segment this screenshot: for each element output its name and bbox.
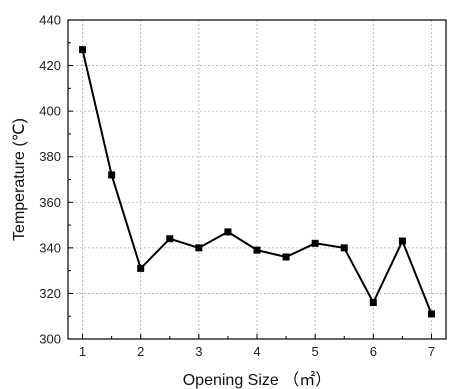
- data-point: [399, 238, 406, 245]
- data-point: [137, 265, 144, 272]
- data-point: [108, 171, 115, 178]
- y-tick-label: 380: [39, 149, 61, 164]
- data-point: [79, 46, 86, 53]
- y-axis-title: Temperature (℃): [11, 118, 28, 241]
- y-tick-label: 300: [39, 332, 61, 347]
- y-tick-label: 360: [39, 195, 61, 210]
- data-point: [341, 244, 348, 251]
- data-point: [283, 253, 290, 260]
- x-tick-label: 6: [370, 344, 377, 359]
- axis-ticks: 300 320 340 360 380 400 420 440 1 2 3 4 5 6 7: [39, 13, 435, 360]
- grid-lines: [68, 20, 446, 339]
- y-tick-label: 440: [39, 13, 61, 28]
- x-tick-label: 7: [428, 344, 435, 359]
- y-tick-label: 340: [39, 240, 61, 255]
- x-tick-label: 1: [79, 344, 86, 359]
- plot-area: [68, 20, 446, 339]
- data-point: [254, 247, 261, 254]
- y-tick-label: 400: [39, 104, 61, 119]
- x-axis-title: Opening Size （㎡）: [183, 371, 332, 389]
- y-tick-label: 420: [39, 58, 61, 73]
- x-tick-label: 5: [312, 344, 319, 359]
- data-point: [224, 228, 231, 235]
- data-point: [195, 244, 202, 251]
- x-tick-label: 3: [195, 344, 202, 359]
- y-tick-label: 320: [39, 286, 61, 301]
- data-point: [370, 299, 377, 306]
- data-point: [428, 310, 435, 317]
- data-point: [312, 240, 319, 247]
- data-point: [166, 235, 173, 242]
- x-tick-label: 2: [137, 344, 144, 359]
- x-tick-label: 4: [253, 344, 260, 359]
